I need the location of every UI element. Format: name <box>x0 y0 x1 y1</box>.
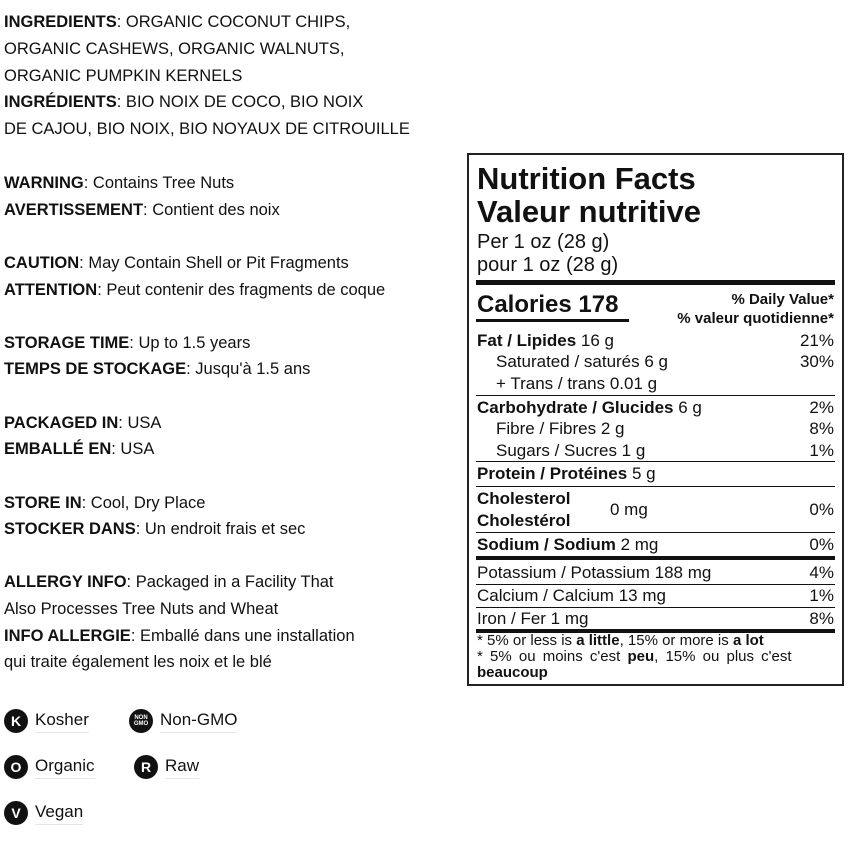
badge-label: Kosher <box>35 710 89 733</box>
info-line: ORGANIC CASHEWS, ORGANIC WALNUTS, <box>4 40 345 58</box>
badge-organic: O Organic <box>4 755 95 779</box>
badge-vegan: V Vegan <box>4 801 84 825</box>
trans-row: + Trans / trans 0.01 g <box>496 374 658 393</box>
serving-fr: pour 1 oz (28 g) <box>477 254 619 276</box>
footnote-fr-end: beaucoup <box>477 664 548 681</box>
badge-label: Non-GMO <box>160 710 238 733</box>
info-line: TEMPS DE STOCKAGE: Jusqu'à 1.5 ans <box>4 360 311 378</box>
potassium-row: Potassium / Potassium 188 mg 4% <box>477 563 834 582</box>
carb-row: Carbohydrate / Glucides 6 g 2% <box>477 398 834 417</box>
iron-row: Iron / Fer 1 mg 8% <box>477 609 834 628</box>
info-line: STORE IN: Cool, Dry Place <box>4 494 206 512</box>
dv-fr: % valeur quotidienne* <box>677 310 834 327</box>
sodium-row: Sodium / Sodium 2 mg 0% <box>477 535 834 554</box>
info-line: CAUTION: May Contain Shell or Pit Fragme… <box>4 254 349 272</box>
kosher-icon: K <box>4 709 28 733</box>
nutrition-facts-panel: Nutrition Facts Valeur nutritive Per 1 o… <box>467 153 844 686</box>
info-line: INGRÉDIENTS: BIO NOIX DE COCO, BIO NOIX <box>4 93 364 111</box>
info-line: INFO ALLERGIE: Emballé dans une installa… <box>4 627 355 645</box>
info-line: STOCKER DANS: Un endroit frais et sec <box>4 520 306 538</box>
divider <box>476 319 629 322</box>
info-line: Also Processes Tree Nuts and Wheat <box>4 600 279 618</box>
info-line: qui traite également les noix et le blé <box>4 653 272 671</box>
non-gmo-icon: NON GMO <box>129 709 153 733</box>
fat-row: Fat / Lipides 16 g 21% <box>477 331 834 350</box>
badge-non-gmo: NON GMO Non-GMO <box>129 709 238 733</box>
info-line: ORGANIC PUMPKIN KERNELS <box>4 67 243 85</box>
badge-label: Raw <box>165 756 200 779</box>
info-line: EMBALLÉ EN: USA <box>4 440 155 458</box>
title-en: Nutrition Facts <box>477 161 696 196</box>
protein-row: Protein / Protéines 5 g <box>477 464 656 483</box>
calories: Calories 178 <box>477 291 619 318</box>
info-line: INGREDIENTS: ORGANIC COCONUT CHIPS, <box>4 13 351 31</box>
vegan-icon: V <box>4 801 28 825</box>
info-line: ALLERGY INFO: Packaged in a Facility Tha… <box>4 573 334 591</box>
fibre-row: Fibre / Fibres 2 g 8% <box>496 419 834 438</box>
info-line: WARNING: Contains Tree Nuts <box>4 174 235 192</box>
organic-icon: O <box>4 755 28 779</box>
badge-kosher: K Kosher <box>4 709 89 733</box>
footnote-fr: * 5% ou moins c'est peu, 15% ou plus c'e… <box>477 648 792 665</box>
sugars-row: Sugars / Sucres 1 g 1% <box>496 441 834 460</box>
info-line: DE CAJOU, BIO NOIX, BIO NOYAUX DE CITROU… <box>4 120 410 138</box>
badge-raw: R Raw <box>134 755 200 779</box>
badge-label: Organic <box>35 756 95 779</box>
info-line: STORAGE TIME: Up to 1.5 years <box>4 334 251 352</box>
divider <box>476 280 835 285</box>
raw-icon: R <box>134 755 158 779</box>
footnote-en: * 5% or less is a little, 15% or more is… <box>477 632 764 649</box>
info-line: ATTENTION: Peut contenir des fragments d… <box>4 281 386 299</box>
dv-en: % Daily Value* <box>731 291 834 308</box>
serving-en: Per 1 oz (28 g) <box>477 231 610 253</box>
badge-label: Vegan <box>35 802 84 825</box>
cholesterol-row: Cholesterol Cholestérol 0 mg 0% <box>477 489 834 530</box>
info-line: PACKAGED IN: USA <box>4 414 162 432</box>
title-fr: Valeur nutritive <box>477 194 701 229</box>
saturated-row: Saturated / saturés 6 g 30% <box>496 352 834 371</box>
calcium-row: Calcium / Calcium 13 mg 1% <box>477 586 834 605</box>
info-line: AVERTISSEMENT: Contient des noix <box>4 201 280 219</box>
